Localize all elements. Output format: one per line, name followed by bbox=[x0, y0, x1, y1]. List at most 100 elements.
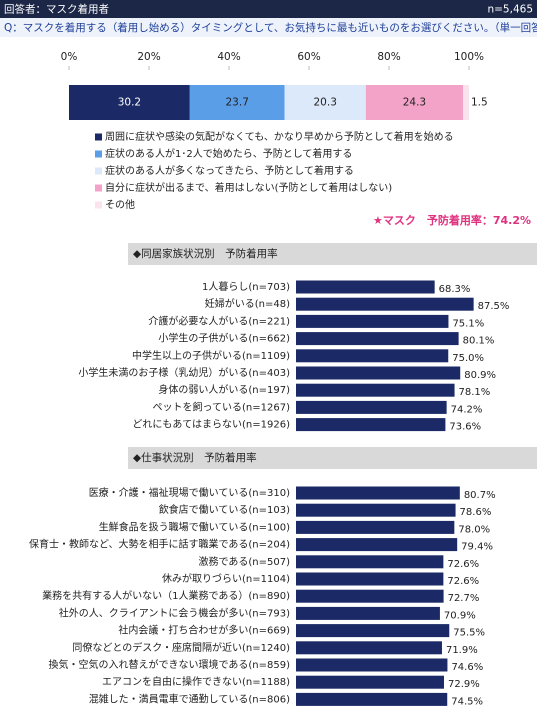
category-label: 同僚などとのデスク・座席間隔が近い(n=1240) bbox=[72, 641, 290, 654]
bar bbox=[296, 589, 444, 603]
value-label: 80.1% bbox=[463, 336, 495, 347]
category-label: 換気・空気の入れ替えができない環境である(n=859) bbox=[48, 658, 290, 671]
category-label: どれにもあてはまらない(n=1926) bbox=[132, 419, 290, 431]
category-label: 生鮮食品を扱う職場で働いている(n=100) bbox=[99, 520, 290, 533]
bar-segment bbox=[284, 85, 366, 120]
value-label: 68.3% bbox=[439, 284, 471, 295]
value-label: 75.5% bbox=[453, 628, 485, 639]
bar bbox=[296, 349, 449, 363]
value-label: 80.7% bbox=[464, 490, 496, 501]
value-label: 72.6% bbox=[447, 559, 479, 570]
category-label: 休みが取りづらい(n=1104) bbox=[162, 572, 290, 585]
value-label: 80.9% bbox=[464, 370, 496, 381]
segment-label: 23.7 bbox=[226, 97, 249, 109]
value-label: 73.6% bbox=[449, 422, 481, 433]
x-tick-label: 0% bbox=[61, 51, 78, 63]
legend-swatch bbox=[95, 184, 102, 192]
value-label: 75.0% bbox=[452, 353, 484, 364]
segment-label: 1.5 bbox=[471, 97, 488, 109]
value-label: 72.9% bbox=[448, 679, 480, 690]
x-tick-label: 60% bbox=[297, 51, 320, 63]
value-label: 72.6% bbox=[447, 576, 479, 587]
legend-label: その他 bbox=[105, 198, 135, 211]
bar-segment bbox=[365, 85, 463, 120]
value-label: 78.0% bbox=[458, 524, 490, 535]
category-label: 1人暮らし(n=703) bbox=[202, 280, 290, 293]
legend-label: 症状のある人が1･2人で始めたら、予防として着用する bbox=[105, 147, 352, 160]
x-tick-label: 80% bbox=[377, 51, 400, 63]
question: Q：マスクを着用する（着用し始める）タイミングとして、お気持ちに最も近いものをお… bbox=[4, 21, 537, 34]
category-label: 激務である(n=507) bbox=[198, 555, 290, 568]
category-label: 混雑した・満員電車で通勤している(n=806) bbox=[89, 692, 290, 705]
bar bbox=[296, 366, 461, 380]
bar bbox=[296, 624, 450, 638]
x-tick-label: 20% bbox=[137, 51, 160, 63]
value-label: 87.5% bbox=[478, 301, 510, 312]
category-label: ペットを飼っている(n=1267) bbox=[153, 400, 291, 413]
bar bbox=[296, 538, 458, 552]
bar bbox=[296, 383, 455, 397]
value-label: 75.1% bbox=[452, 318, 484, 329]
bar bbox=[296, 555, 444, 569]
category-label: エアコンを自由に操作できない(n=1188) bbox=[102, 675, 290, 688]
value-label: 71.9% bbox=[446, 645, 478, 656]
header-band bbox=[0, 0, 537, 18]
segment-label: 24.3 bbox=[403, 97, 426, 109]
annotation: ★マスク 予防着用率：74.2% bbox=[373, 213, 531, 227]
legend-swatch bbox=[95, 150, 102, 158]
bar bbox=[296, 400, 447, 414]
x-tick-label: 100% bbox=[454, 51, 484, 63]
bar bbox=[296, 418, 446, 432]
value-label: 74.2% bbox=[451, 404, 483, 415]
category-label: 小学生の子供がいる(n=662) bbox=[158, 332, 290, 345]
bar bbox=[296, 658, 448, 672]
legend-swatch bbox=[95, 201, 102, 209]
category-label: 社内会議・打ち合わせが多い(n=669) bbox=[118, 624, 290, 637]
value-label: 72.7% bbox=[448, 593, 480, 604]
category-label: 小学生未満のお子様（乳幼児）がいる(n=403) bbox=[78, 366, 290, 379]
value-label: 78.1% bbox=[459, 387, 491, 398]
bar bbox=[296, 486, 460, 500]
value-label: 78.6% bbox=[460, 507, 492, 518]
bar bbox=[296, 641, 442, 655]
bar bbox=[296, 675, 444, 689]
value-label: 70.9% bbox=[444, 610, 476, 621]
category-label: 業務を共有する人がいない（1人業務である）(n=890) bbox=[42, 589, 290, 602]
bar bbox=[296, 572, 444, 586]
legend-label: 症状のある人が多くなってきたら、予防として着用する bbox=[105, 164, 354, 177]
respondents: 回答者：マスク着用者 bbox=[4, 3, 109, 16]
category-label: 保育士・教師など、大勢を相手に話す職業である(n=204) bbox=[29, 538, 290, 551]
legend-label: 自分に症状が出るまで、着用はしない(予防として着用はしない) bbox=[105, 181, 392, 194]
category-label: 介護が必要な人がいる(n=221) bbox=[148, 314, 290, 327]
section-title: ◆同居家族状況別 予防着用率 bbox=[133, 247, 278, 260]
legend-swatch bbox=[95, 167, 102, 175]
category-label: 身体の弱い人がいる(n=197) bbox=[158, 383, 290, 396]
category-label: 社外の人、クライアントに会う機会が多い(n=793) bbox=[59, 606, 290, 619]
section-title: ◆仕事状況別 予防着用率 bbox=[133, 451, 257, 464]
legend-label: 周囲に症状や感染の気配がなくても、かなり早めから予防として着用を始める bbox=[105, 130, 454, 143]
x-tick-label: 40% bbox=[217, 51, 240, 63]
section-band bbox=[128, 243, 537, 265]
bar bbox=[296, 297, 474, 311]
category-label: 妊婦がいる(n=48) bbox=[205, 297, 290, 310]
bar bbox=[296, 520, 455, 534]
bar bbox=[296, 332, 459, 346]
category-label: 飲食店で働いている(n=103) bbox=[159, 503, 290, 516]
bar bbox=[296, 606, 440, 620]
segment-label: 30.2 bbox=[118, 97, 141, 109]
bar-segment bbox=[69, 85, 190, 120]
bar-segment bbox=[463, 85, 469, 120]
bar bbox=[296, 503, 456, 517]
sample-size: n=5,465 bbox=[487, 4, 533, 16]
category-label: 中学生以上の子供がいる(n=1109) bbox=[132, 349, 290, 362]
value-label: 74.6% bbox=[451, 662, 483, 673]
section-band bbox=[128, 447, 537, 469]
legend-swatch bbox=[95, 133, 102, 141]
category-label: 医療・介護・福祉現場で働いている(n=310) bbox=[89, 486, 290, 499]
question-band bbox=[0, 18, 537, 37]
bar bbox=[296, 314, 449, 328]
bar bbox=[296, 692, 448, 706]
value-label: 79.4% bbox=[461, 542, 493, 553]
segment-label: 20.3 bbox=[314, 97, 337, 109]
